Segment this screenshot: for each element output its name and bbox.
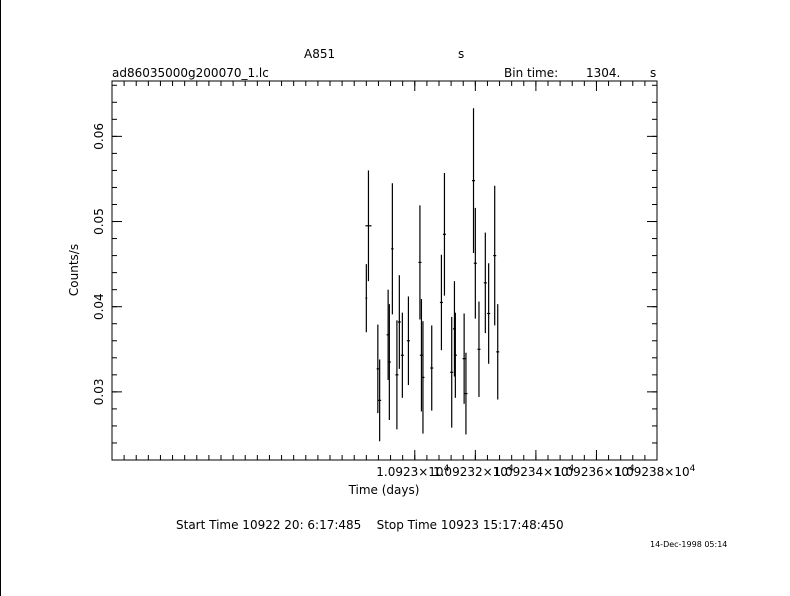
units-label: s xyxy=(458,47,465,61)
x-tick-label: 1.09238×104 xyxy=(615,464,696,479)
data-point xyxy=(365,170,372,282)
y-tick-label: 0.06 xyxy=(92,123,106,150)
data-point xyxy=(421,321,425,434)
object-title: A851 xyxy=(304,47,336,61)
data-point xyxy=(397,275,401,369)
data-point xyxy=(472,108,476,254)
x-tick-label: 1.09234×104 xyxy=(494,464,575,479)
bin-time-value: 1304. xyxy=(586,66,621,80)
x-tick-label: 1.0923×104 xyxy=(376,464,449,479)
data-point xyxy=(418,205,422,320)
data-point xyxy=(496,304,500,400)
data-points xyxy=(365,108,500,442)
data-point xyxy=(376,324,380,414)
data-point xyxy=(442,172,446,296)
bin-time-unit: s xyxy=(650,66,657,80)
data-point xyxy=(365,264,368,333)
time-range-label: Start Time 10922 20: 6:17:485 Stop Time … xyxy=(176,518,564,532)
data-point xyxy=(406,296,410,386)
data-point xyxy=(391,183,394,315)
data-point xyxy=(473,207,477,319)
data-point xyxy=(400,312,404,398)
data-point xyxy=(477,301,481,397)
data-point xyxy=(493,185,497,326)
data-point xyxy=(483,232,487,334)
filename-label: ad86035000g200070_1.lc xyxy=(112,66,269,80)
y-tick-label: 0.03 xyxy=(92,379,106,406)
x-tick-label: 1.09232×104 xyxy=(433,464,514,479)
y-tick-labels: 0.03 0.04 0.05 0.06 xyxy=(92,123,106,405)
bin-time-label: Bin time: xyxy=(504,66,559,80)
timestamp-label: 14-Dec-1998 05:14 xyxy=(650,540,728,549)
data-point xyxy=(387,304,391,420)
window-left-border xyxy=(0,0,1,596)
data-point xyxy=(395,320,399,430)
axis-ticks xyxy=(112,81,658,460)
x-tick-labels: 1.0923×1041.09232×1041.09234×1041.09236×… xyxy=(376,464,695,479)
data-point xyxy=(378,359,382,442)
data-point xyxy=(439,254,443,351)
data-point xyxy=(450,316,454,428)
data-point xyxy=(453,312,457,398)
plot-frame xyxy=(111,80,658,461)
y-tick-label: 0.04 xyxy=(92,293,106,320)
x-axis-label: Time (days) xyxy=(348,483,420,497)
data-point xyxy=(464,352,468,435)
data-point xyxy=(487,263,491,364)
y-axis-label: Counts/s xyxy=(67,244,81,296)
x-tick-label: 1.09236×104 xyxy=(554,464,635,479)
data-point xyxy=(430,325,434,411)
data-point xyxy=(462,313,466,404)
y-tick-label: 0.05 xyxy=(92,208,106,235)
